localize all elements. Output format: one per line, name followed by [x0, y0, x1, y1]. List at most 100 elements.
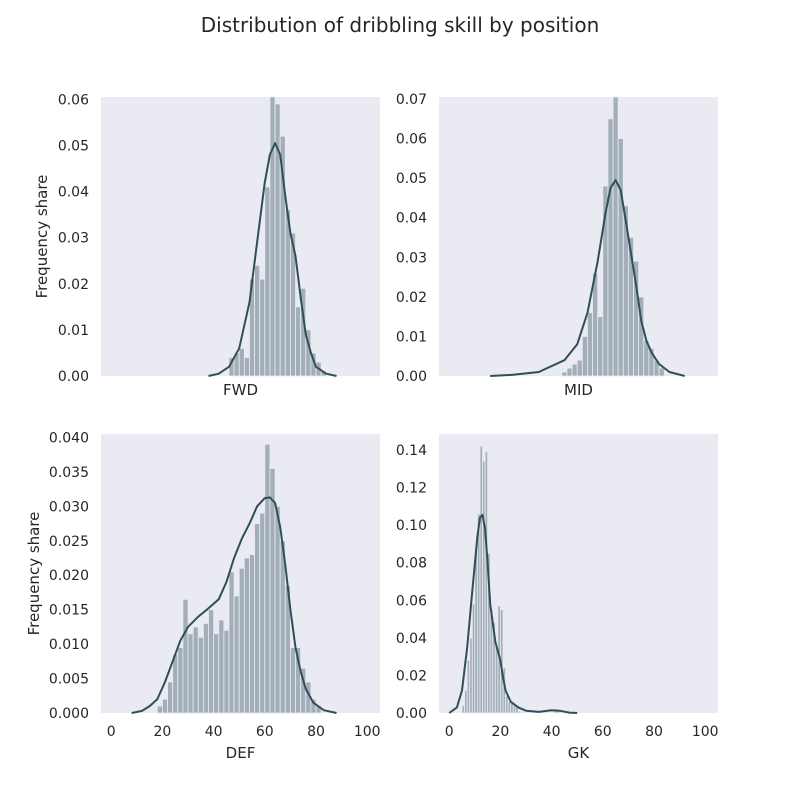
- histogram-bar: [254, 264, 261, 377]
- histogram-bar: [295, 306, 302, 377]
- kde-line: [490, 179, 685, 377]
- y-tick-label: 0.02: [396, 290, 427, 306]
- y-tick-label: 0.030: [49, 499, 89, 515]
- histogram-bar: [202, 623, 209, 714]
- histogram-bar: [249, 554, 255, 714]
- x-tick-label: 100: [354, 724, 381, 740]
- histogram-bar: [561, 371, 568, 377]
- histogram-bar: [274, 505, 281, 714]
- histogram-bar: [264, 443, 271, 714]
- histogram-bar: [587, 312, 593, 377]
- y-tick-label: 0.04: [396, 211, 427, 227]
- y-tick-label: 0.02: [58, 277, 89, 293]
- histogram-bar: [162, 698, 168, 714]
- histogram-bar: [290, 232, 296, 377]
- histogram-bar: [213, 633, 220, 714]
- y-tick-label: 0.035: [49, 465, 89, 481]
- y-tick-label: 0.06: [396, 593, 427, 609]
- y-tick-label: 0.01: [396, 329, 427, 345]
- histogram-bar: [254, 523, 261, 714]
- y-tick-label: 0.020: [49, 568, 89, 584]
- y-tick-label: 0.005: [49, 672, 89, 688]
- histogram-bar: [259, 512, 266, 714]
- y-tick-label: 0.14: [396, 443, 427, 459]
- histogram-bar: [612, 96, 619, 377]
- y-tick-label: 0.10: [396, 518, 427, 534]
- histogram-bar: [638, 296, 645, 377]
- histogram-bar: [192, 626, 199, 714]
- y-tick-label: 0.040: [49, 430, 89, 446]
- x-tick-label: 40: [543, 724, 561, 740]
- y-axis: 0.00 0.02 0.04 0.06 0.08 0.10 0.12 0.14: [396, 443, 427, 722]
- y-axis: 0.000 0.005 0.010 0.015 0.020 0.025 0.030 0.035…: [49, 430, 89, 722]
- panels-container: 0.00 0.01 0.02 0.03 0.04 0.05 0.06 FWD Frequency…: [25, 92, 719, 762]
- histogram-bar: [269, 96, 276, 377]
- y-tick-label: 0.04: [396, 631, 427, 647]
- histogram-bar: [156, 705, 163, 714]
- panel-mid: 0.00 0.01 0.02 0.03 0.04 0.05 0.06 0.07 MID: [396, 92, 718, 399]
- histogram-bar: [517, 710, 522, 714]
- histogram-bars: [461, 445, 560, 714]
- x-tick-label: 40: [205, 724, 223, 740]
- x-axis-label: GK: [568, 744, 591, 762]
- histogram-bar: [284, 209, 291, 377]
- histogram-bar: [233, 595, 240, 714]
- y-tick-label: 0.010: [49, 637, 89, 653]
- y-axis-label: Frequency share: [33, 175, 51, 299]
- x-axis: 0 20 40 60 80 100: [107, 724, 381, 740]
- histogram-bar: [187, 633, 194, 714]
- y-tick-label: 0.06: [396, 132, 427, 148]
- histogram-bars: [561, 96, 665, 377]
- histogram-bar: [238, 347, 245, 377]
- histogram-bar: [243, 557, 250, 714]
- y-tick-label: 0.05: [396, 171, 427, 187]
- y-axis: 0.00 0.01 0.02 0.03 0.04 0.05 0.06 0.07: [396, 92, 427, 385]
- y-axis: 0.00 0.01 0.02 0.03 0.04 0.05 0.06: [58, 92, 89, 385]
- x-axis-label: MID: [564, 381, 593, 399]
- histogram-bar: [269, 468, 276, 714]
- panel-background: [439, 97, 718, 376]
- x-tick-label: 60: [256, 724, 274, 740]
- figure-title: Distribution of dribbling skill by posit…: [201, 13, 600, 37]
- x-axis: 0 20 40 60 80 100: [445, 724, 719, 740]
- histogram-bar: [177, 647, 184, 714]
- x-tick-label: 80: [645, 724, 663, 740]
- x-tick-label: 80: [307, 724, 325, 740]
- histogram-bar: [223, 629, 230, 714]
- panel-fwd: 0.00 0.01 0.02 0.03 0.04 0.05 0.06 FWD Frequency…: [33, 92, 380, 399]
- x-tick-label: 20: [154, 724, 172, 740]
- histogram-bar: [571, 363, 578, 377]
- histogram-bar: [182, 598, 189, 714]
- y-tick-label: 0.06: [58, 92, 89, 108]
- x-tick-label: 60: [594, 724, 612, 740]
- histogram-bar: [172, 654, 179, 714]
- y-tick-label: 0.000: [49, 706, 89, 722]
- histogram-bar: [264, 186, 271, 377]
- y-tick-label: 0.03: [396, 250, 427, 266]
- y-tick-label: 0.00: [396, 369, 427, 385]
- y-tick-label: 0.025: [49, 534, 89, 550]
- kde-line: [448, 513, 578, 714]
- y-tick-label: 0.07: [396, 92, 427, 108]
- panel-background: [101, 97, 380, 376]
- histogram-bar: [238, 567, 245, 714]
- histogram-bar: [617, 138, 624, 377]
- histogram-bar: [290, 647, 296, 714]
- panel-gk: 0.00 0.02 0.04 0.06 0.08 0.10 0.12 0.14 0 20 40 60 8…: [396, 434, 719, 762]
- histogram-bar: [243, 357, 250, 377]
- kde-line: [131, 496, 337, 714]
- histogram-bar: [218, 619, 225, 714]
- x-tick-label: 100: [692, 724, 719, 740]
- x-axis-label: DEF: [226, 744, 256, 762]
- kde-line: [208, 142, 337, 377]
- histogram-bar: [576, 359, 583, 377]
- y-axis-label: Frequency share: [25, 512, 43, 636]
- histogram-bar: [607, 118, 614, 377]
- y-tick-label: 0.05: [58, 138, 89, 154]
- histogram-bar: [597, 316, 604, 377]
- histogram-bar: [197, 636, 204, 714]
- y-tick-label: 0.00: [58, 369, 89, 385]
- y-tick-label: 0.04: [58, 185, 89, 201]
- y-tick-label: 0.03: [58, 231, 89, 247]
